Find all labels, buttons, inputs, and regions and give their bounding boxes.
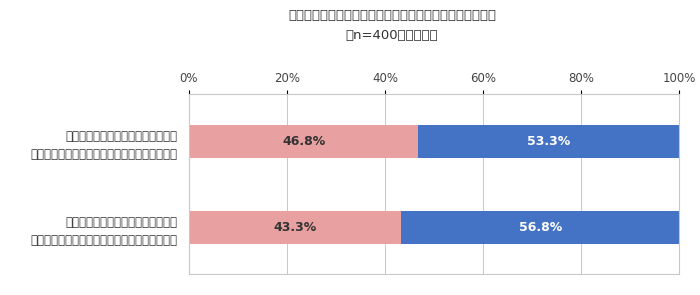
Text: 46.8%: 46.8%	[282, 135, 326, 148]
Bar	[401, 211, 680, 243]
Bar	[189, 125, 419, 158]
Text: 56.8%: 56.8%	[519, 221, 562, 234]
Text: 各項目について、それぞれ経験の有無をお答えください。
（n=400）単数回答: 各項目について、それぞれ経験の有無をお答えください。 （n=400）単数回答	[288, 9, 496, 42]
Bar	[419, 125, 680, 158]
Text: 53.3%: 53.3%	[527, 135, 570, 148]
Text: 43.3%: 43.3%	[274, 221, 316, 234]
Bar	[189, 211, 401, 243]
